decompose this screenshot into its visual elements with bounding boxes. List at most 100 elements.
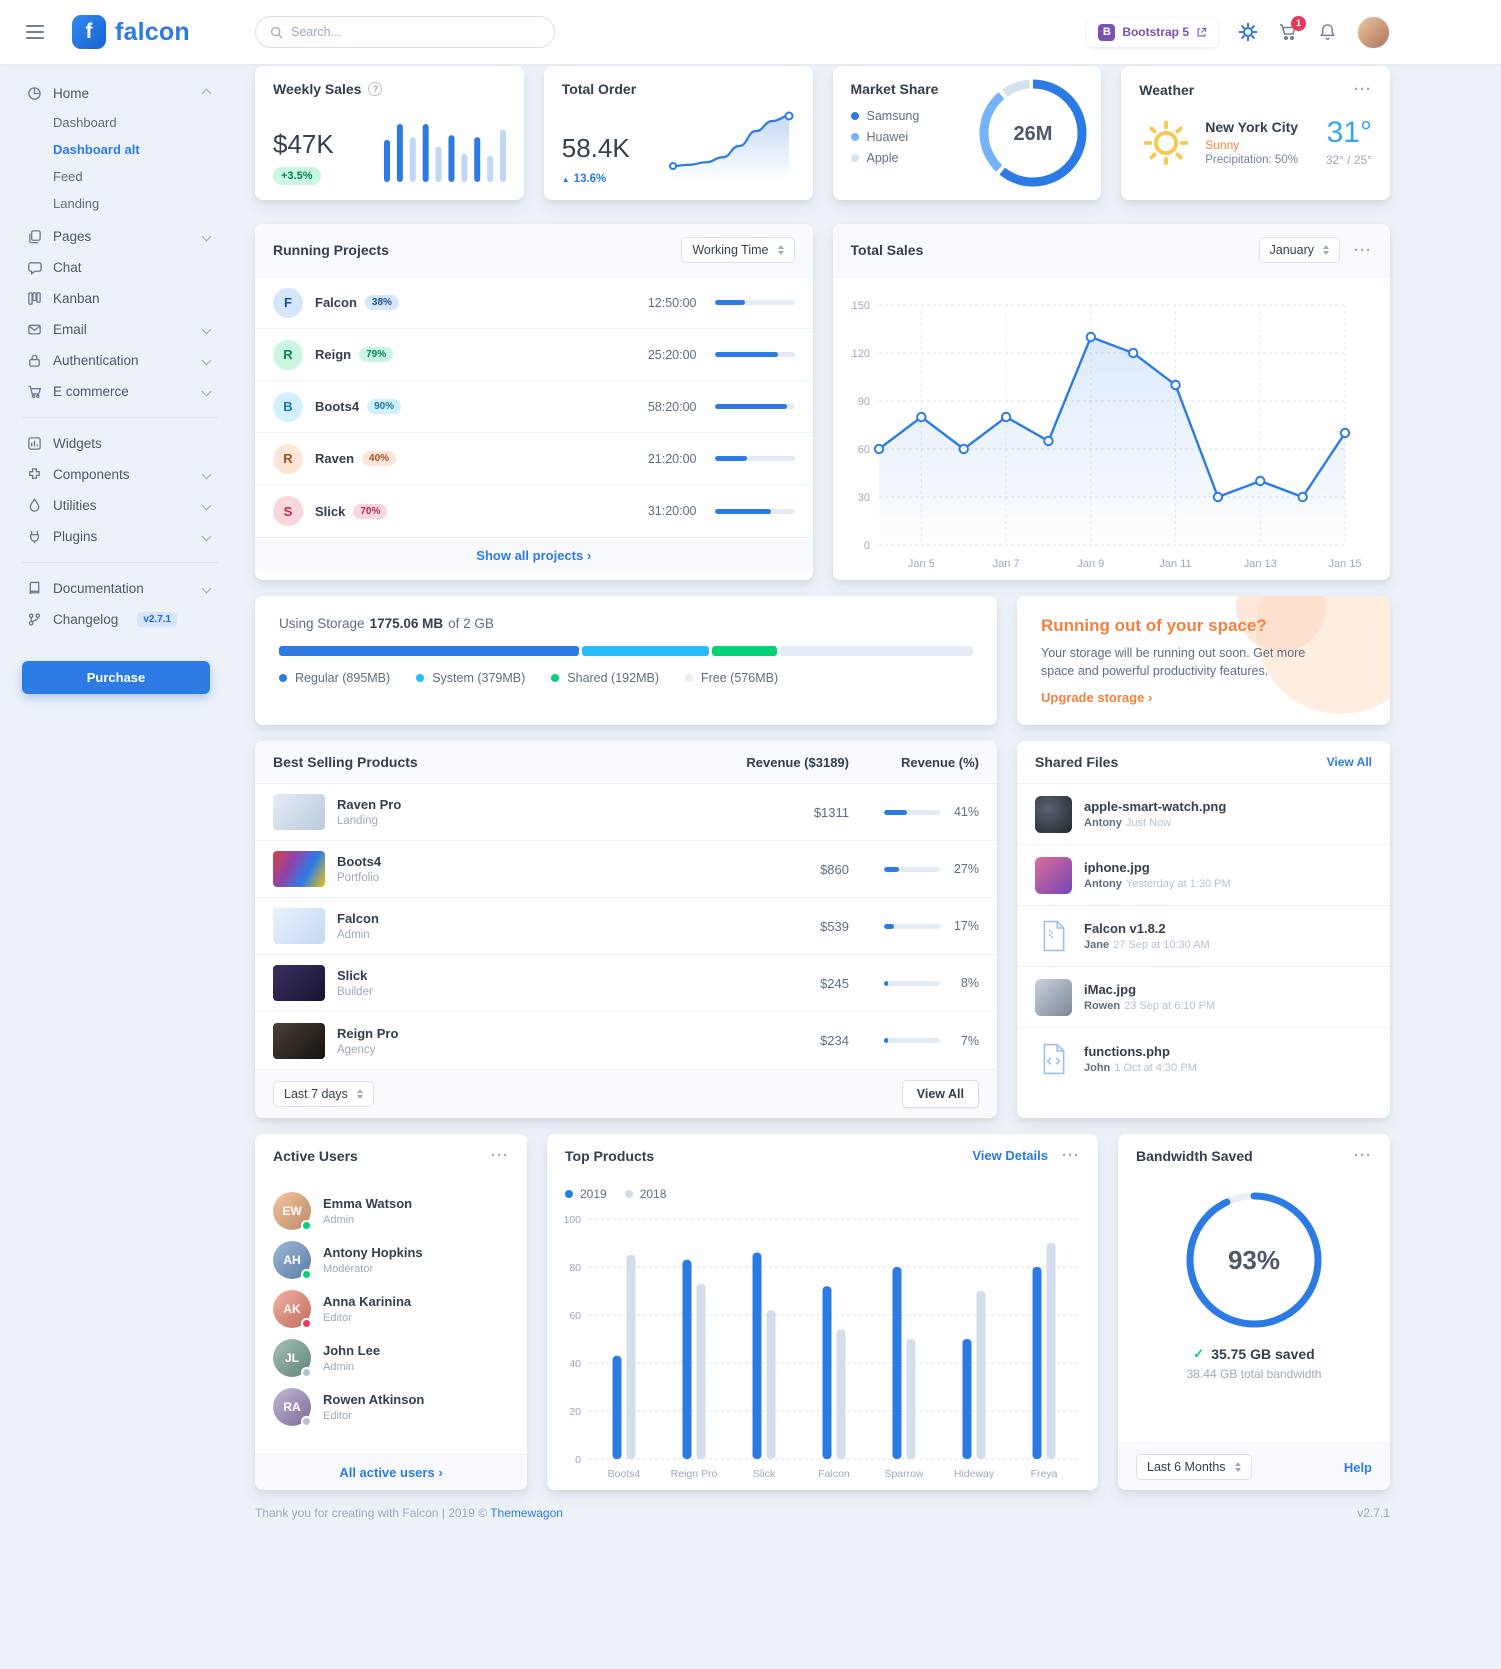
brand-name: falcon xyxy=(115,17,190,46)
themewagon-link[interactable]: Themewagon xyxy=(490,1506,563,1521)
product-name-link[interactable]: Boots4 xyxy=(337,854,382,870)
bootstrap-badge[interactable]: B Bootstrap 5 xyxy=(1087,17,1218,47)
sidebar-item-dashboard-alt[interactable]: Dashboard alt xyxy=(53,142,140,157)
status-dot xyxy=(301,1318,312,1330)
file-thumbnail xyxy=(1035,978,1072,1016)
product-percent: 8% xyxy=(960,976,979,991)
user-avatar[interactable] xyxy=(1357,15,1390,49)
sidebar-item-widgets[interactable]: Widgets xyxy=(22,428,222,459)
sidebar-item-plugins[interactable]: Plugins xyxy=(22,521,222,552)
sidebar-item-authentication[interactable]: Authentication xyxy=(22,345,222,376)
file-name-link[interactable]: iMac.jpg xyxy=(1084,982,1137,998)
show-all-projects-link[interactable]: Show all projects › xyxy=(476,548,591,563)
sidebar-item-ecommerce[interactable]: E commerce xyxy=(22,376,222,407)
sidebar-item-label: Components xyxy=(53,467,130,482)
product-name-link[interactable]: Slick xyxy=(337,968,368,984)
all-active-users-link[interactable]: All active users › xyxy=(339,1465,442,1480)
weekly-sales-value: $47K xyxy=(273,129,334,160)
view-details-link[interactable]: View Details xyxy=(972,1148,1048,1164)
file-name-link[interactable]: Falcon v1.8.2 xyxy=(1084,921,1166,937)
sidebar-item-dashboard[interactable]: Dashboard xyxy=(53,115,117,130)
legend-label: Huawei xyxy=(866,130,909,144)
sidebar-item-feed[interactable]: Feed xyxy=(53,169,83,184)
falcon-logo[interactable]: f falcon xyxy=(72,15,190,49)
file-name-link[interactable]: functions.php xyxy=(1084,1043,1170,1059)
svg-text:80: 80 xyxy=(569,1262,581,1274)
product-category: Builder xyxy=(337,986,373,999)
hamburger-menu-icon[interactable] xyxy=(22,21,48,43)
sidebar-item-changelog[interactable]: Changelog v2.7.1 xyxy=(22,604,222,635)
cart-icon[interactable]: 1 xyxy=(1278,16,1306,42)
settings-gear-icon[interactable] xyxy=(1238,22,1258,42)
file-name-link[interactable]: iphone.jpg xyxy=(1084,860,1150,876)
svg-text:Boots4: Boots4 xyxy=(608,1468,641,1480)
view-all-link[interactable]: View All xyxy=(1326,755,1372,770)
product-thumbnail xyxy=(273,965,325,1002)
sidebar-item-chat[interactable]: Chat xyxy=(22,252,222,283)
svg-text:120: 120 xyxy=(851,348,869,360)
project-row: R Raven 40% 21:20:00 xyxy=(255,433,813,485)
sidebar-item-email[interactable]: Email xyxy=(22,314,222,345)
sidebar-item-kanban[interactable]: Kanban xyxy=(22,283,222,314)
user-avatar: AH xyxy=(273,1241,312,1281)
sidebar-item-landing[interactable]: Landing xyxy=(53,196,100,211)
sidebar-item-components[interactable]: Components xyxy=(22,459,222,490)
sidebar-item-label: Pages xyxy=(53,229,92,244)
file-time: 1 Oct at 4:30 PM xyxy=(1114,1061,1197,1074)
project-progress-bar xyxy=(714,352,795,357)
user-name-link[interactable]: Emma Watson xyxy=(323,1196,413,1212)
sidebar-item-pages[interactable]: Pages xyxy=(22,221,222,252)
help-link[interactable]: Help xyxy=(1343,1459,1372,1475)
revenue-progress-bar xyxy=(884,1038,940,1044)
user-role: Moderator xyxy=(323,1263,374,1276)
legend-label: 2018 xyxy=(639,1187,667,1202)
view-all-button[interactable]: View All xyxy=(901,1080,979,1109)
upgrade-storage-link[interactable]: Upgrade storage › xyxy=(1041,690,1152,705)
product-name-link[interactable]: Falcon xyxy=(337,911,379,927)
product-name-link[interactable]: Reign Pro xyxy=(337,1025,399,1041)
purchase-button[interactable]: Purchase xyxy=(22,661,210,694)
project-name-link[interactable]: Falcon xyxy=(315,295,357,310)
user-name-link[interactable]: John Lee xyxy=(323,1343,381,1359)
kanban-icon xyxy=(26,291,42,306)
footer-version: v2.7.1 xyxy=(1357,1506,1390,1521)
user-name-link[interactable]: Rowen Atkinson xyxy=(323,1392,425,1408)
product-name-link[interactable]: Raven Pro xyxy=(337,797,402,813)
weekly-sales-card: Weekly Sales ? $47K +3.5% xyxy=(255,66,524,200)
period-select[interactable]: Last 6 Months xyxy=(1136,1454,1252,1481)
notifications-bell-icon[interactable] xyxy=(1318,23,1337,42)
user-name-link[interactable]: Anna Karinina xyxy=(323,1294,412,1310)
svg-text:60: 60 xyxy=(569,1310,581,1322)
project-name-link[interactable]: Slick xyxy=(315,503,346,519)
product-percent: 17% xyxy=(953,919,979,934)
external-link-icon xyxy=(1196,27,1207,38)
more-menu-button[interactable]: ··· xyxy=(491,1147,509,1165)
month-select[interactable]: January xyxy=(1258,237,1340,263)
project-name-link[interactable]: Reign xyxy=(315,347,352,362)
legend-label: Regular (895MB) xyxy=(295,671,391,685)
sidebar-item-label: Chat xyxy=(53,260,82,275)
legend-label: Free (576MB) xyxy=(701,671,779,685)
more-menu-button[interactable]: ··· xyxy=(1354,1147,1372,1165)
file-name-link[interactable]: apple-smart-watch.png xyxy=(1084,799,1227,815)
sidebar-item-home[interactable]: Home xyxy=(22,78,222,109)
more-menu-button[interactable]: ··· xyxy=(1354,81,1372,98)
search-box[interactable] xyxy=(255,16,555,48)
project-name-link[interactable]: Boots4 xyxy=(315,399,360,414)
more-menu-button[interactable]: ··· xyxy=(1062,1147,1080,1165)
project-time: 31:20:00 xyxy=(647,504,697,518)
working-time-select[interactable]: Working Time xyxy=(681,237,795,263)
chevron-down-icon xyxy=(201,386,212,397)
sidebar-item-label: Widgets xyxy=(53,436,102,451)
sidebar-item-utilities[interactable]: Utilities xyxy=(22,490,222,521)
project-name-link[interactable]: Raven xyxy=(315,451,355,466)
total-sales-card: Total Sales January ··· 0 30 60 90 120 150 Jan… xyxy=(832,224,1390,580)
product-row: Raven Pro Landing $1311 41% xyxy=(255,784,997,842)
market-share-card: Market Share Samsung Huawei Apple 26M xyxy=(832,66,1102,200)
help-icon[interactable]: ? xyxy=(368,82,383,96)
more-menu-button[interactable]: ··· xyxy=(1354,241,1372,259)
user-name-link[interactable]: Antony Hopkins xyxy=(323,1245,423,1261)
date-range-select[interactable]: Last 7 days xyxy=(273,1081,374,1108)
search-input[interactable] xyxy=(291,25,540,39)
sidebar-item-documentation[interactable]: Documentation xyxy=(22,573,222,604)
